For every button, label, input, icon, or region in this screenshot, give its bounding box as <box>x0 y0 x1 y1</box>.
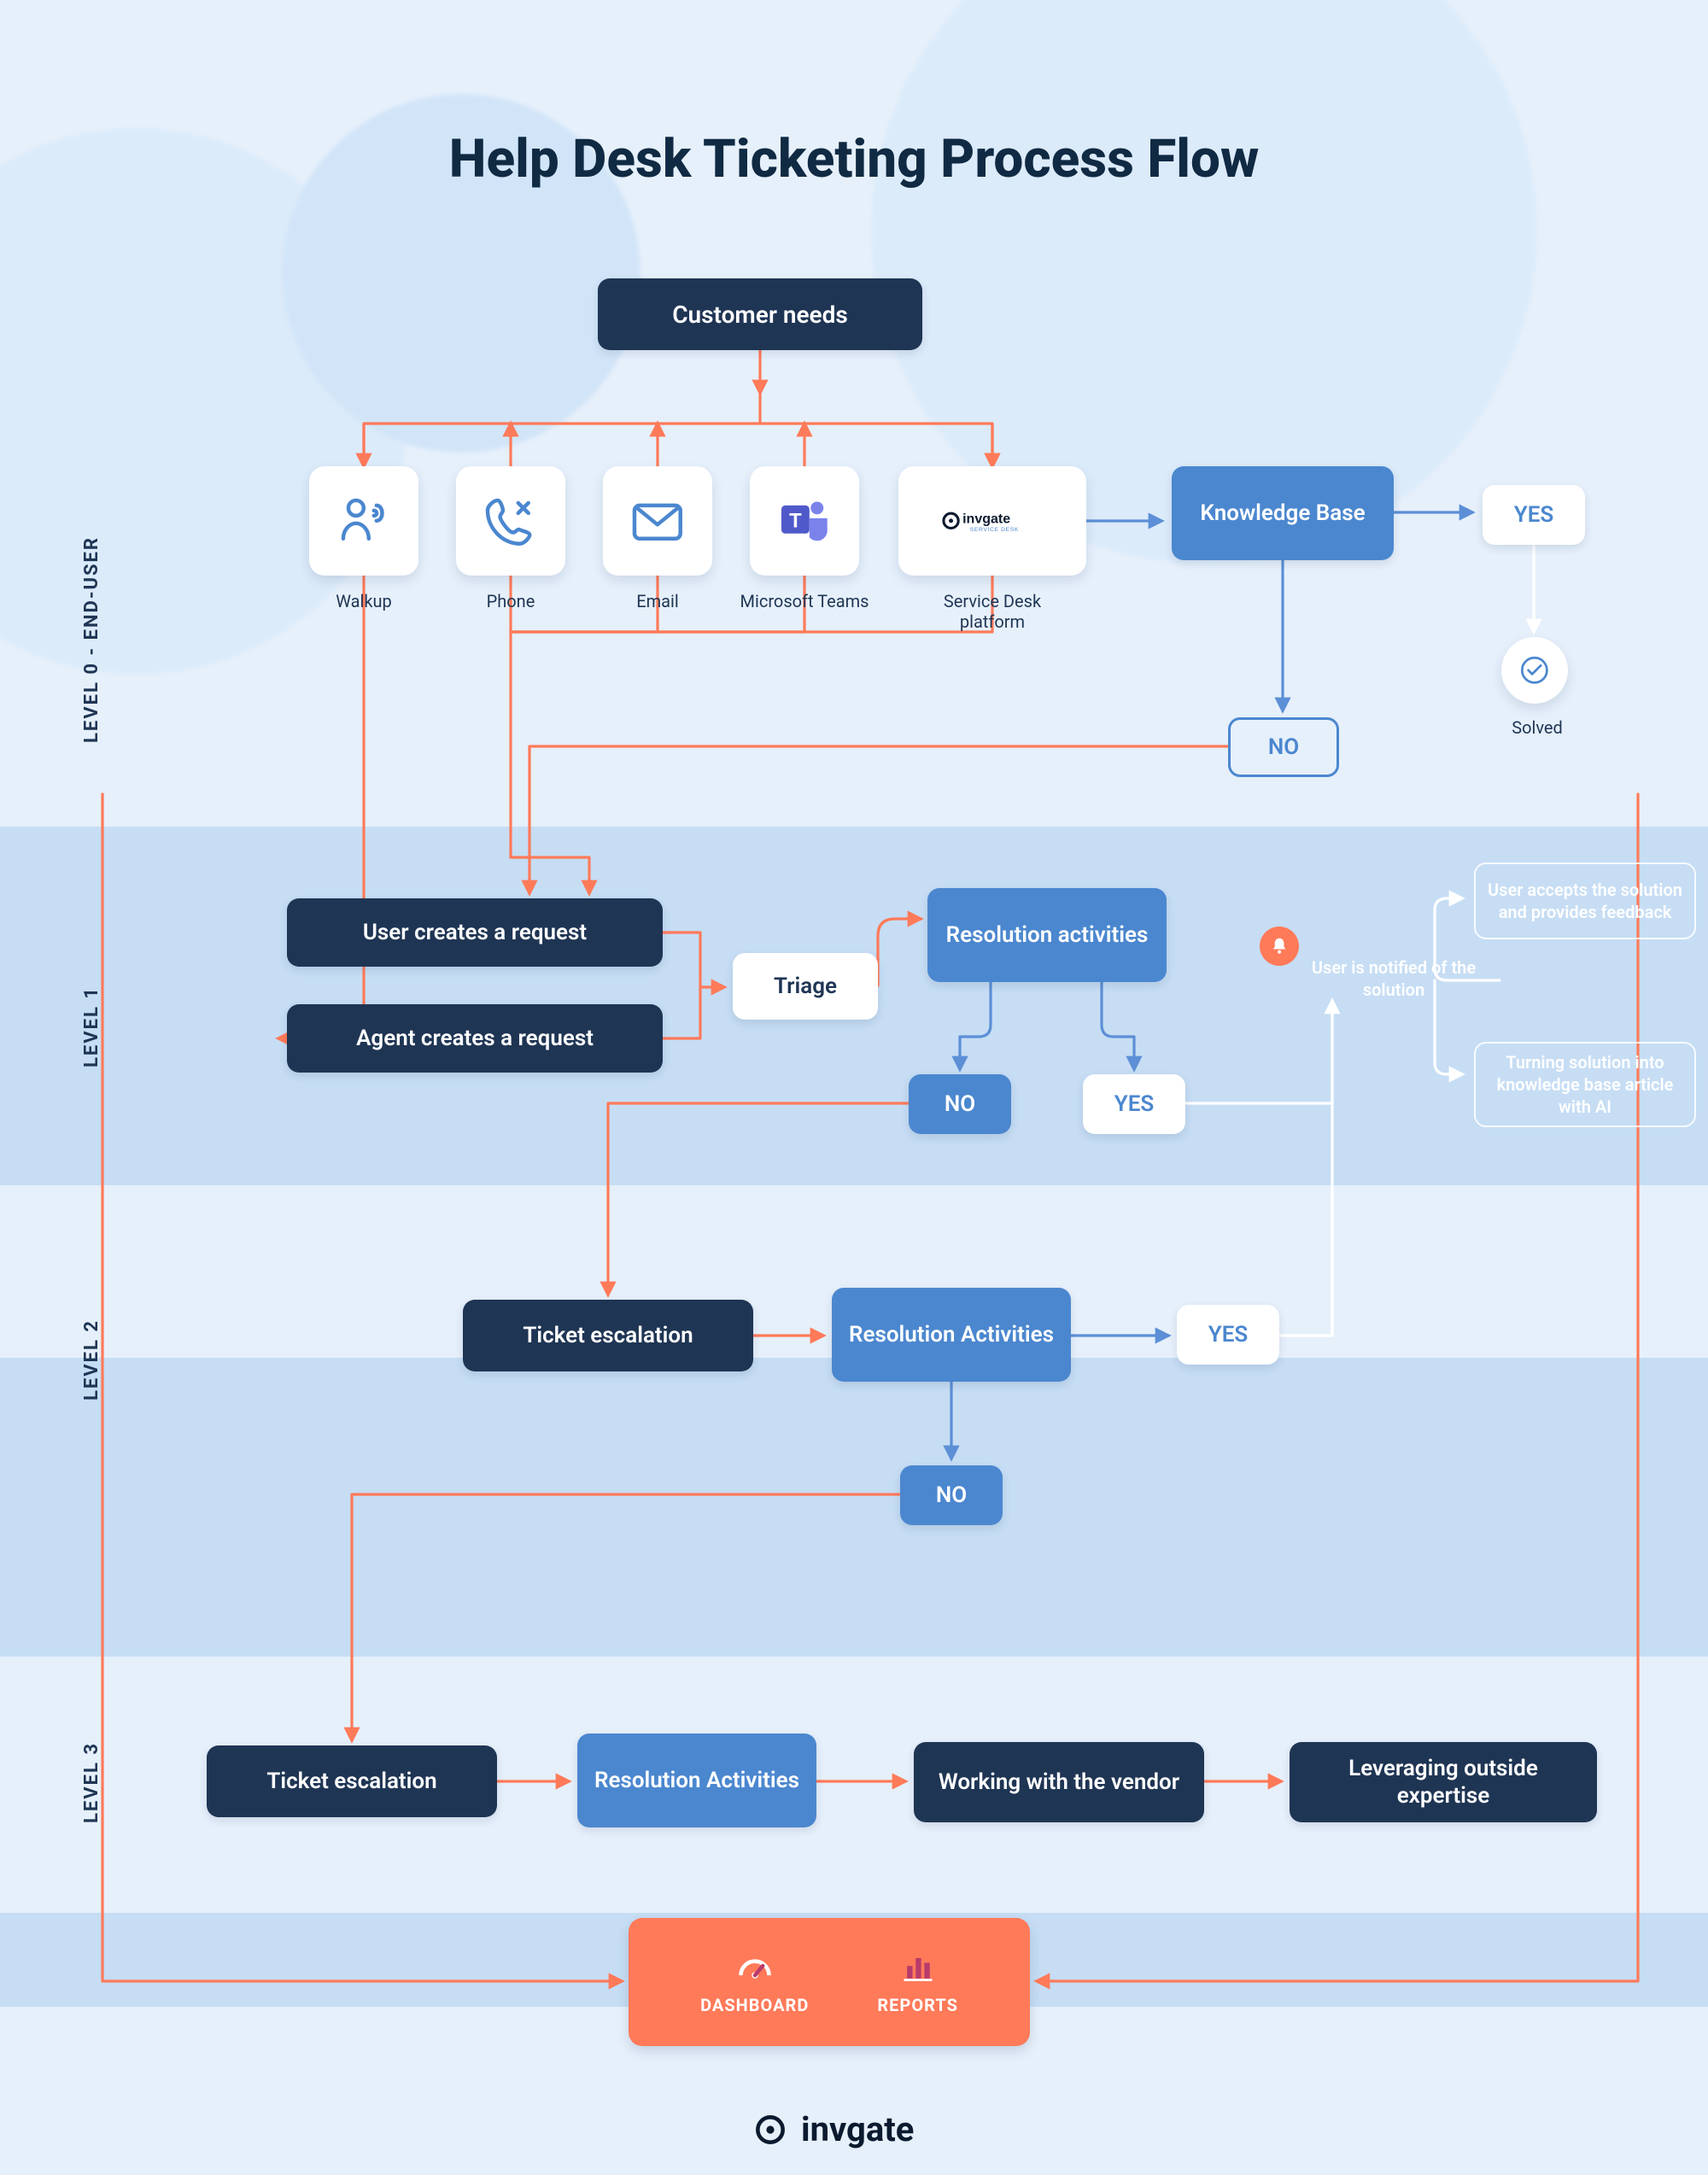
node-res3: Resolution Activities <box>577 1734 816 1827</box>
node-yes0: YES <box>1483 485 1585 545</box>
walkup-icon <box>333 490 395 552</box>
bars-icon <box>892 1949 944 1986</box>
node-no1: NO <box>909 1074 1011 1134</box>
notify-badge <box>1260 927 1299 966</box>
channel-teams: T <box>750 466 859 576</box>
ghost-text: User accepts the solution and provides f… <box>1488 879 1682 923</box>
channel-label: Service Desk platform <box>915 591 1069 632</box>
footer-reports: REPORTS <box>877 1949 958 2015</box>
channel-sd: invgateSERVICE DESK <box>898 466 1086 576</box>
node-no0: NO <box>1228 717 1339 777</box>
footer-reports-label: REPORTS <box>877 1995 958 2015</box>
page-title: Help Desk Ticketing Process Flow <box>0 128 1708 190</box>
channel-walkup <box>309 466 418 576</box>
footer-block: DASHBOARD REPORTS <box>629 1918 1030 2046</box>
bell-icon <box>1266 933 1293 960</box>
lane-label: LEVEL 2 <box>81 1319 102 1400</box>
check-icon <box>1516 652 1553 689</box>
brand-text: invgate <box>801 2109 914 2149</box>
node-solvedLbl: Solved <box>1486 717 1588 738</box>
lane-label: LEVEL 0 - END-USER <box>81 536 102 743</box>
solved-icon <box>1501 637 1568 704</box>
node-no2: NO <box>900 1465 1003 1525</box>
swimlane-band <box>0 1358 1708 1657</box>
node-esc3: Ticket escalation <box>207 1745 497 1817</box>
ghost-box-kb-ai: Turning solution into knowledge base art… <box>1474 1042 1696 1127</box>
brand-mark-icon <box>752 2111 789 2149</box>
node-ureq: User creates a request <box>287 898 663 967</box>
teams-icon: T <box>774 490 835 552</box>
channel-email <box>603 466 712 576</box>
node-cust: Customer needs <box>598 278 922 350</box>
channel-label: Microsoft Teams <box>728 591 881 611</box>
svg-text:T: T <box>789 509 802 532</box>
node-res1: Resolution activities <box>927 888 1167 982</box>
svg-text:SERVICE DESK: SERVICE DESK <box>970 527 1019 533</box>
channel-label: Phone <box>434 591 588 611</box>
node-res2: Resolution Activities <box>832 1288 1071 1382</box>
diagram-stage: LEVEL 0 - END-USER LEVEL 1 LEVEL 2 LEVEL 3 H… <box>0 0 1708 2175</box>
ghost-text: Turning solution into knowledge base art… <box>1488 1051 1682 1118</box>
footer-dashboard-label: DASHBOARD <box>700 1995 809 2015</box>
channel-label: Email <box>581 591 734 611</box>
lane-label: LEVEL 1 <box>81 986 102 1067</box>
lane-label: LEVEL 3 <box>81 1742 102 1823</box>
node-esc2: Ticket escalation <box>463 1300 753 1371</box>
phone-icon <box>480 490 541 552</box>
node-yes1: YES <box>1083 1074 1185 1134</box>
node-yes2: YES <box>1177 1305 1279 1365</box>
svg-text:invgate: invgate <box>963 512 1011 526</box>
email-icon <box>627 490 688 552</box>
invgate-sd-icon: invgateSERVICE DESK <box>939 490 1044 552</box>
ghost-notify: User is notified of the solution <box>1291 956 1496 1001</box>
node-vendor: Working with the vendor <box>914 1742 1204 1822</box>
footer-dashboard: DASHBOARD <box>700 1949 809 2015</box>
channel-phone <box>456 466 565 576</box>
brand-logo: invgate <box>752 2109 914 2149</box>
node-areq: Agent creates a request <box>287 1004 663 1073</box>
gauge-icon <box>729 1949 781 1986</box>
channel-label: Walkup <box>287 591 441 611</box>
node-triage: Triage <box>733 953 878 1020</box>
ghost-box-accept: User accepts the solution and provides f… <box>1474 862 1696 939</box>
node-outside: Leveraging outside expertise <box>1290 1742 1597 1822</box>
node-kb: Knowledge Base <box>1172 466 1394 560</box>
